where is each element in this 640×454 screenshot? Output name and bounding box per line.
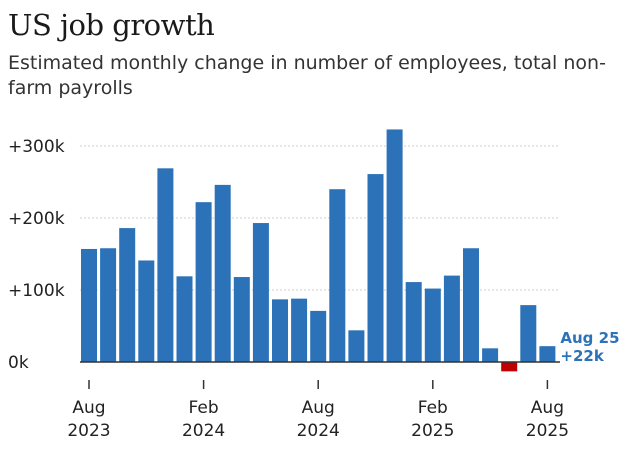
x-tick-label: Aug	[72, 398, 105, 418]
bar	[138, 260, 155, 362]
bar	[176, 276, 193, 362]
bar	[520, 305, 537, 362]
y-tick-label: +100k	[8, 281, 65, 301]
bar	[329, 189, 346, 362]
x-tick-label: 2023	[67, 421, 110, 441]
bar	[463, 248, 479, 362]
bar	[501, 362, 518, 372]
x-tick-label: Aug	[302, 398, 335, 418]
x-tick-label: 2024	[182, 421, 225, 441]
bar	[310, 310, 327, 362]
y-tick-label: +200k	[8, 209, 65, 229]
bar	[100, 248, 117, 362]
bar	[539, 346, 556, 362]
x-tick-label: Feb	[418, 398, 448, 418]
bar	[405, 282, 422, 362]
chart-title: US job growth	[8, 8, 215, 42]
bar	[367, 174, 384, 362]
annotation-value: +22k	[560, 347, 604, 365]
bar	[272, 299, 288, 362]
annotation-label: Aug 25	[560, 329, 619, 347]
x-tick-label: 2025	[526, 421, 569, 441]
x-tick-label: 2024	[297, 421, 340, 441]
bar	[195, 202, 212, 362]
bar	[386, 129, 403, 362]
bar	[119, 228, 136, 362]
bar	[233, 277, 250, 362]
bar	[443, 275, 460, 362]
y-tick-label: 0k	[8, 353, 29, 373]
bar	[252, 223, 269, 362]
bar	[424, 288, 441, 362]
bar	[214, 184, 231, 362]
x-tick-label: Aug	[531, 398, 564, 418]
x-tick-label: Feb	[189, 398, 219, 418]
x-tick-label: 2025	[411, 421, 454, 441]
bar	[291, 298, 308, 362]
bar	[81, 248, 97, 362]
y-tick-label: +300k	[8, 137, 65, 157]
bar	[348, 330, 365, 362]
bar	[157, 168, 174, 362]
bar	[482, 348, 499, 362]
chart-subtitle: Estimated monthly change in number of em…	[8, 52, 606, 99]
